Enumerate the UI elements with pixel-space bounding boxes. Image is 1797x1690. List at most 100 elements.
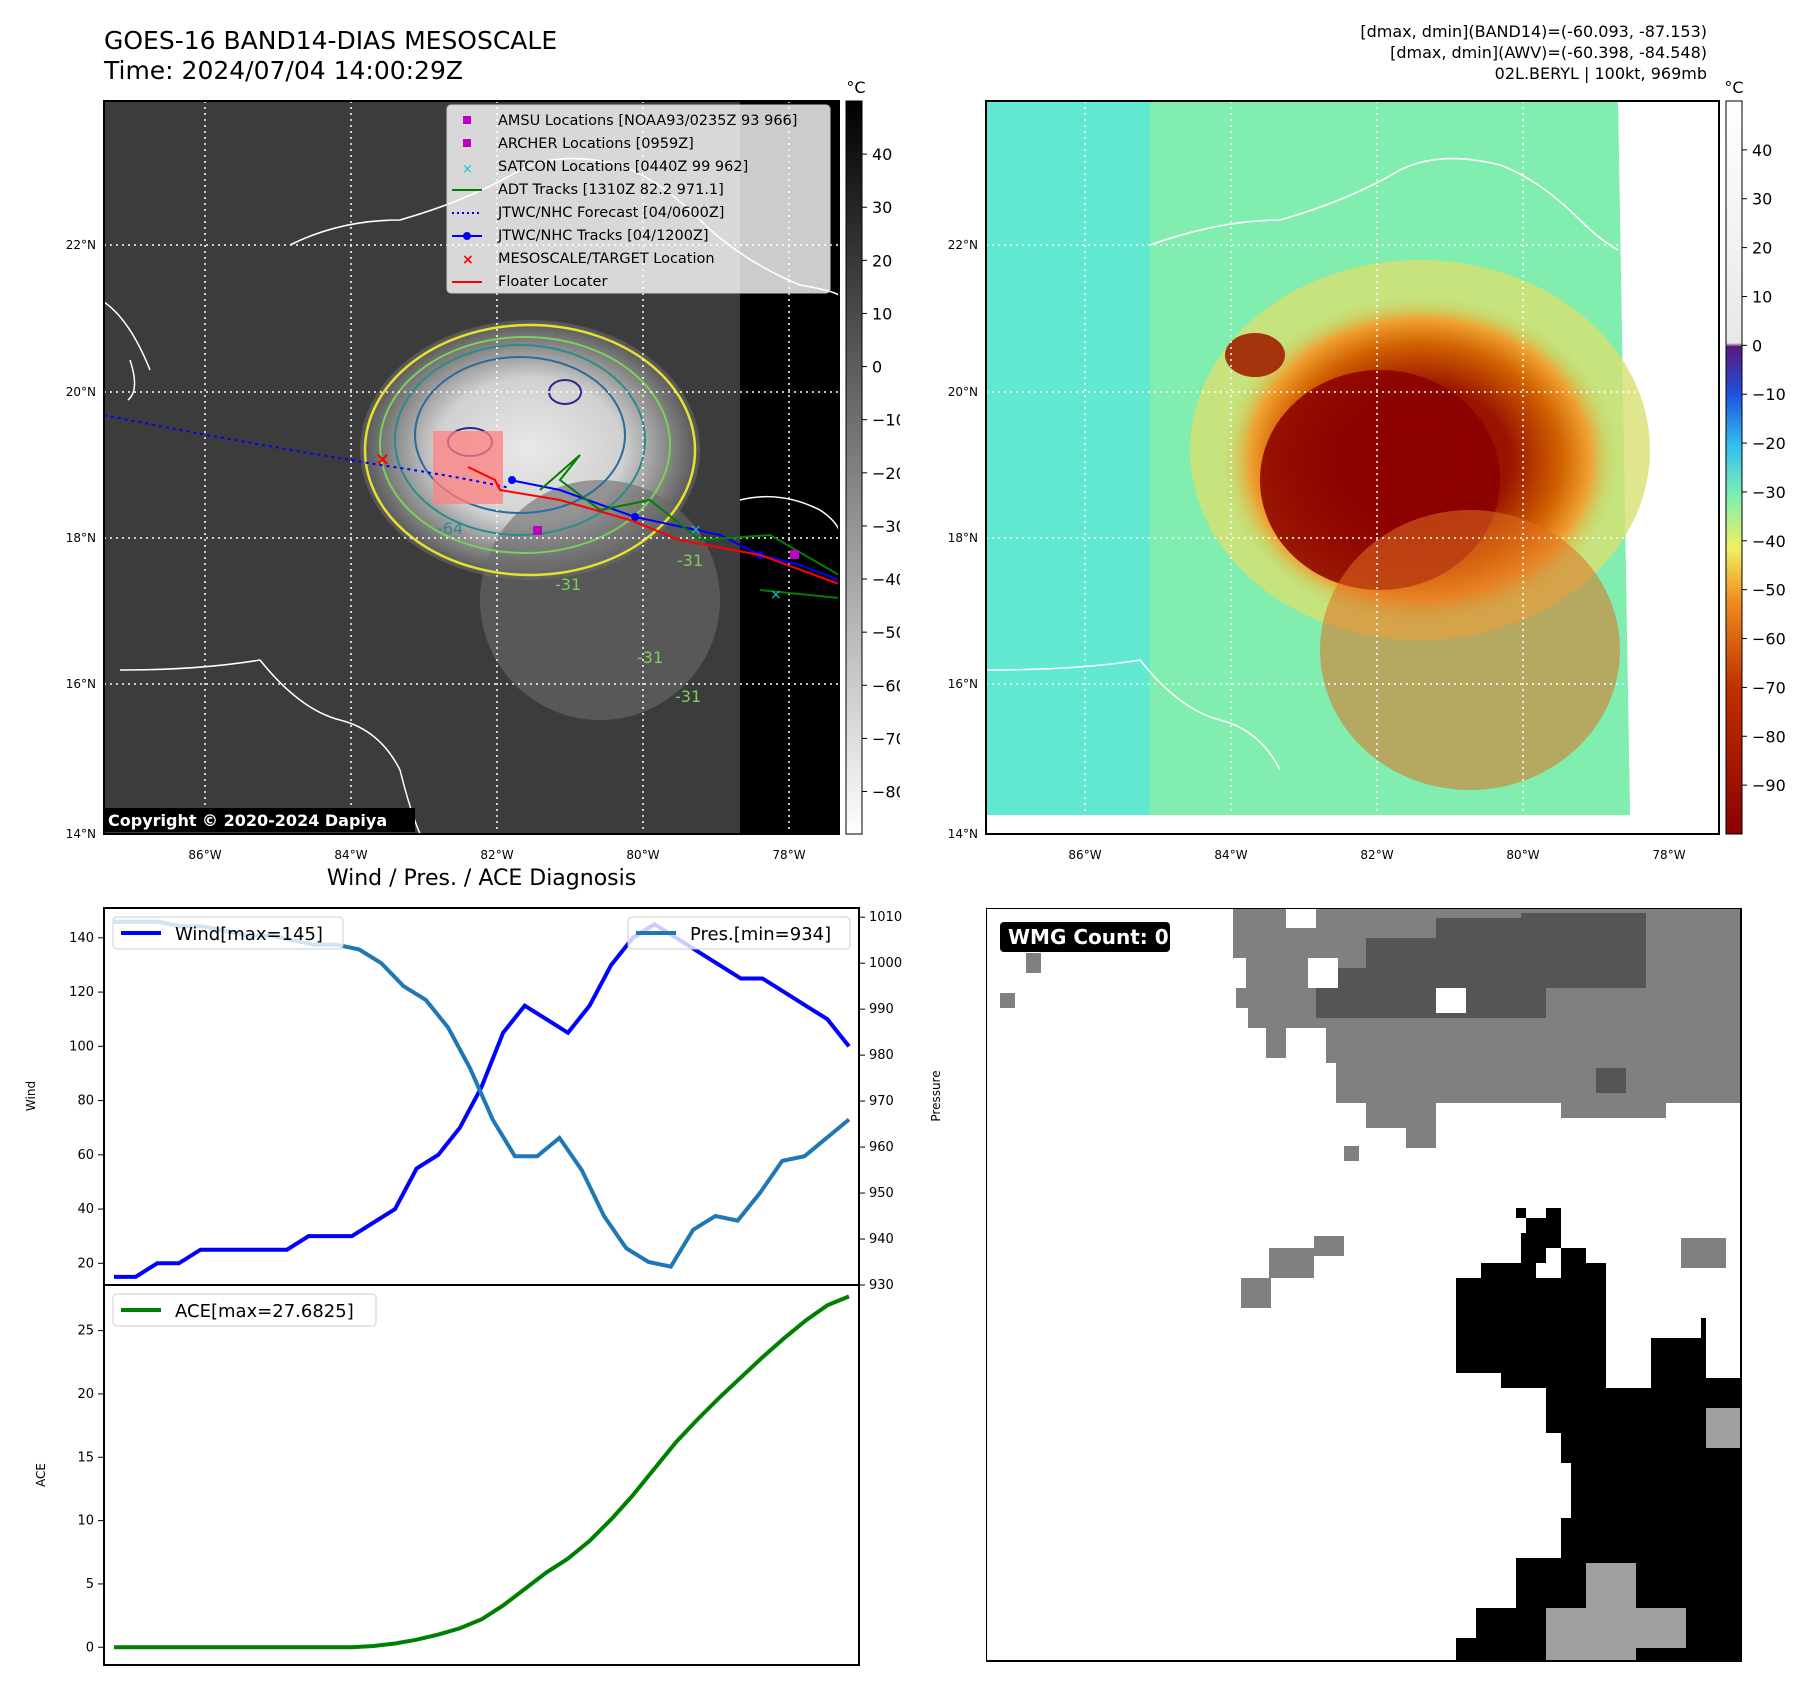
contour-yellow xyxy=(363,323,697,577)
colorbar-tick-label: −30 xyxy=(872,517,900,536)
wmg-count-text: WMG Count: 0 xyxy=(1008,925,1169,949)
legend-satcon-label: SATCON Locations [0440Z 99 962] xyxy=(498,159,748,175)
lat-label: 16°N xyxy=(948,677,978,691)
lon-label: 80°W xyxy=(626,848,659,860)
pressure-axis-label: Pressure xyxy=(929,1070,943,1121)
pressure-tick-label: 930 xyxy=(869,1278,894,1293)
pressure-legend: Pres.[min=934] xyxy=(627,916,851,950)
colorbar-tick-label: 20 xyxy=(1752,239,1772,258)
wind-tick-label: 140 xyxy=(69,931,94,946)
colorbar-tick-label: 10 xyxy=(872,304,892,323)
lat-label: 14°N xyxy=(948,827,978,841)
info-line-awv: [dmax, dmin](AWV)=(-60.398, -84.548) xyxy=(1390,43,1707,62)
lon-label: 82°W xyxy=(1360,848,1393,860)
archer-location-marker xyxy=(790,550,799,559)
copyright-text: Copyright © 2020-2024 Dapiya xyxy=(108,811,387,830)
lat-label: 14°N xyxy=(66,827,96,841)
legend-amsu-swatch xyxy=(463,116,471,124)
lat-label: 22°N xyxy=(66,238,96,252)
info-line-storm: 02L.BERYL | 100kt, 969mb xyxy=(1494,64,1707,83)
color-enhanced-map: 22°N 20°N 18°N 16°N 14°N 86°W 84°W 82°W … xyxy=(948,78,1786,860)
colorbar-tick-label: −50 xyxy=(1752,581,1786,600)
ace-legend-label: ACE[max=27.6825] xyxy=(175,1301,354,1322)
wind-tick-label: 40 xyxy=(77,1202,94,1217)
legend-satcon-swatch: × xyxy=(462,162,473,177)
coastline-central-america xyxy=(119,659,421,834)
legend-archer-swatch xyxy=(463,139,471,147)
contour-label: -31 xyxy=(637,648,663,667)
legend-target-swatch: × xyxy=(462,252,474,268)
colorbar-tick-label: −20 xyxy=(1752,434,1786,453)
colorbar-tick-label: −10 xyxy=(872,411,900,430)
wind-tick-label: 100 xyxy=(69,1039,94,1054)
lat-label: 22°N xyxy=(948,238,978,252)
amsu-location-marker xyxy=(533,526,542,535)
wind-tick-label: 80 xyxy=(77,1094,94,1109)
adt-track xyxy=(539,454,839,576)
colorbar-tick-label: 40 xyxy=(1752,141,1772,160)
colorbar-tick-label: −40 xyxy=(872,570,900,589)
coastline-cuba-color xyxy=(1149,157,1619,251)
color-colorbar-unit: °C xyxy=(1724,78,1743,97)
wind-series-line xyxy=(114,921,851,1279)
contour-label: -31 xyxy=(675,687,701,706)
copyright-badge xyxy=(104,808,415,832)
lon-label: 86°W xyxy=(188,848,221,860)
map-title-line1: GOES-16 BAND14-DIAS MESOSCALE xyxy=(104,26,558,55)
wmg-count-badge xyxy=(1000,922,1170,952)
legend-adt-label: ADT Tracks [1310Z 82.2 971.1] xyxy=(498,182,724,198)
legend-target-label: MESOSCALE/TARGET Location xyxy=(498,251,715,267)
colorbar-tick-label: 10 xyxy=(1752,287,1772,306)
ace-axis-label: ACE xyxy=(34,1463,48,1487)
legend-jtwc-label: JTWC/NHC Tracks [04/1200Z] xyxy=(497,228,709,244)
lat-label: 18°N xyxy=(66,531,96,545)
ace-tick-label: 25 xyxy=(77,1324,94,1339)
svg-text:×: × xyxy=(690,522,702,538)
wind-tick-label: 120 xyxy=(69,985,94,1000)
pressure-tick-label: 970 xyxy=(869,1094,894,1109)
legend-archer-label: ARCHER Locations [0959Z] xyxy=(498,136,694,152)
map1-legend: AMSU Locations [NOAA93/0235Z 93 966] ARC… xyxy=(446,104,831,294)
colorbar-tick-label: 0 xyxy=(872,358,882,377)
colorbar-tick-label: −60 xyxy=(1752,630,1786,649)
map2-gridlines xyxy=(986,101,1719,834)
wind-tick-label: 60 xyxy=(77,1148,94,1163)
lon-label: 84°W xyxy=(334,848,367,860)
map-title-line2: Time: 2024/07/04 14:00:29Z xyxy=(104,56,463,85)
contour-label: -31 xyxy=(677,551,703,570)
wmg-black-region xyxy=(1456,1208,1741,1661)
wmg-dark-gray-region xyxy=(1316,913,1646,1018)
info-line-band14: [dmax, dmin](BAND14)=(-60.093, -87.153) xyxy=(1360,22,1707,41)
map1-frame xyxy=(103,100,840,835)
colorbar-tick-label: 30 xyxy=(872,198,892,217)
wind-legend: Wind[max=145] xyxy=(112,916,344,950)
legend-amsu-label: AMSU Locations [NOAA93/0235Z 93 966] xyxy=(498,113,797,129)
colorbar-tick-label: 0 xyxy=(1752,336,1762,355)
wmg-frame xyxy=(986,908,1742,1662)
pressure-tick-label: 940 xyxy=(869,1232,894,1247)
legend-floater-label: Floater Locater xyxy=(498,274,607,290)
ace-tick-label: 15 xyxy=(77,1450,94,1465)
colorbar-tick-label: −50 xyxy=(872,623,900,642)
lon-label: 78°W xyxy=(772,848,805,860)
jtwc-track xyxy=(509,479,839,581)
lat-label: 16°N xyxy=(66,677,96,691)
wind-tick-label: 20 xyxy=(77,1256,94,1271)
colorbar-tick-label: −20 xyxy=(872,464,900,483)
colorbar-tick-label: −70 xyxy=(872,729,900,748)
ace-panel xyxy=(103,1284,860,1666)
wmg-panel: WMG Count: 0 xyxy=(986,908,1742,1662)
ace-tick-label: 5 xyxy=(86,1577,94,1592)
lon-label: 84°W xyxy=(1214,848,1247,860)
lat-label: 20°N xyxy=(948,385,978,399)
jtwc-forecast-track xyxy=(104,414,511,489)
colorbar-tick-label: 40 xyxy=(872,145,892,164)
contour-label: -64 xyxy=(437,519,463,538)
wind-axis-label: Wind xyxy=(24,1081,38,1111)
ace-tick-label: 0 xyxy=(86,1640,94,1655)
ace-series-line xyxy=(114,1294,850,1650)
ace-legend: ACE[max=27.6825] xyxy=(112,1293,377,1327)
pressure-tick-label: 1010 xyxy=(869,910,902,925)
ace-tick-label: 20 xyxy=(77,1387,94,1402)
